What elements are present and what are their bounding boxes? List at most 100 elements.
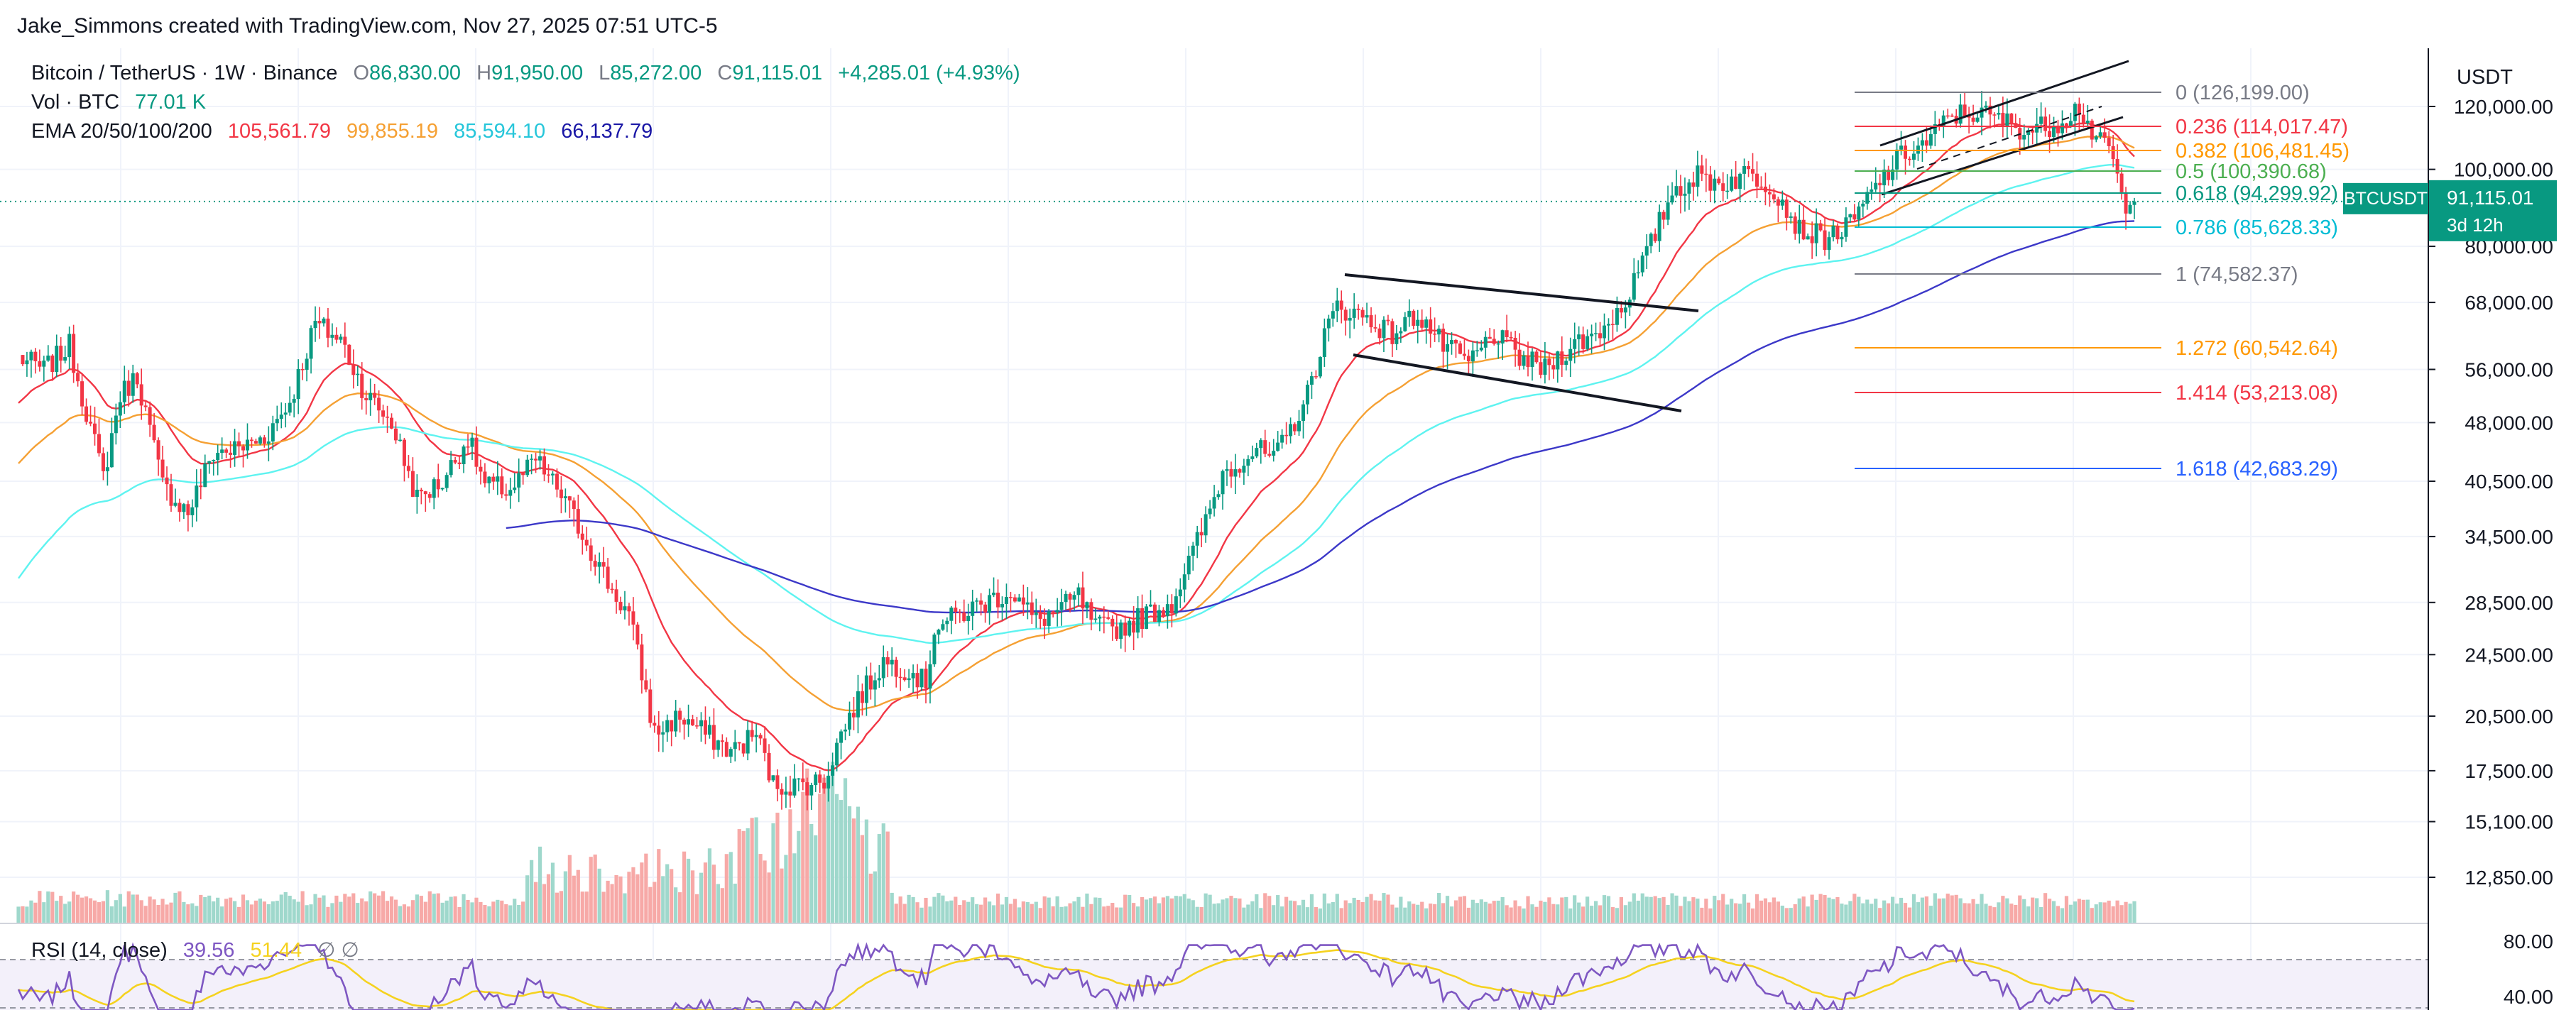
volume-bar (1483, 901, 1488, 923)
candle-body (1904, 146, 1908, 159)
candle-body (1742, 166, 1747, 174)
candle-body (1157, 610, 1161, 622)
volume-bar (1453, 900, 1458, 923)
volume-bar (1382, 893, 1386, 923)
rsi-pane (0, 942, 2428, 1010)
volume-bar (1556, 904, 1560, 923)
candle-body (38, 361, 42, 367)
candle-body (229, 452, 233, 455)
candle-body (593, 561, 597, 567)
candle-body (1679, 186, 1683, 196)
volume-label[interactable]: Vol · BTC (31, 91, 120, 114)
volume-bar (300, 891, 305, 923)
volume-bar (1916, 902, 1921, 923)
candle-body (750, 730, 754, 737)
volume-bar (1823, 894, 1827, 923)
candle-body (1399, 331, 1403, 334)
close-label: C (717, 62, 733, 84)
axis-tick-label: 12,850.00 (2465, 867, 2553, 889)
volume-bar (487, 906, 491, 923)
candle-body (1225, 468, 1229, 471)
fib-level-label: 0.786 (85,628.33) (2176, 216, 2338, 239)
candle-body (1466, 356, 1470, 362)
volume-bar (580, 891, 584, 923)
candle-body (1119, 622, 1123, 640)
candle-body (1242, 466, 1246, 473)
volume-bar (275, 901, 279, 923)
volume-bar (1870, 904, 1874, 923)
candle-body (258, 437, 262, 444)
candle-body (610, 588, 614, 591)
volume-bar (1093, 897, 1098, 923)
volume-bar (559, 891, 564, 923)
candle-body (614, 589, 618, 602)
low-value: 85,272.00 (610, 62, 702, 84)
volume-bar (1488, 904, 1492, 923)
volume-bar (682, 851, 687, 923)
volume-bar (902, 904, 907, 923)
volume-bar (1941, 898, 1945, 923)
volume-bar (775, 812, 780, 923)
candle-body (1301, 404, 1305, 422)
candle-body (635, 625, 640, 645)
volume-bar (1339, 908, 1343, 923)
volume-bar (2102, 902, 2107, 923)
volume-bar (1878, 908, 1882, 923)
candle-body (1377, 328, 1382, 339)
candle-body (653, 723, 657, 726)
candle-body (2005, 113, 2009, 127)
candle-body (1666, 202, 1670, 220)
change-value: +4,285.01 (+4.93%) (838, 62, 1020, 84)
candle-body (1522, 355, 1526, 366)
candle-body (203, 463, 207, 488)
candle-body (674, 710, 678, 732)
candle-body (457, 462, 462, 465)
volume-bar (987, 901, 992, 923)
volume-bar (1128, 894, 1132, 923)
volume-bar (814, 835, 818, 923)
candle-body (415, 489, 419, 497)
candle-body (1606, 324, 1610, 326)
candle-body (1403, 317, 1407, 331)
axis-tick-label: 68,000.00 (2465, 292, 2553, 314)
volume-bar (1429, 904, 1433, 923)
candle-body (771, 775, 775, 781)
volume-bar (67, 901, 72, 923)
candle-body (915, 673, 919, 688)
volume-bar (1887, 903, 1891, 923)
volume-bar (1013, 899, 1017, 923)
volume-bar (971, 897, 975, 923)
volume-bar (898, 896, 902, 923)
candle-body (249, 439, 253, 441)
candle-body (343, 336, 347, 345)
symbol-badge-label: BTCUSDT (2344, 189, 2428, 209)
candle-body (1382, 319, 1386, 339)
volume-bar (1827, 897, 1831, 923)
candle-body (1161, 610, 1165, 617)
candle-body (1997, 113, 2001, 115)
volume-bar (2022, 899, 2026, 923)
ema-label[interactable]: EMA 20/50/100/200 (31, 120, 212, 143)
volume-bar (1526, 896, 1530, 923)
rsi-axis-label: 80.00 (2504, 931, 2553, 953)
volume-bar (1305, 907, 1310, 923)
candle-body (449, 460, 453, 476)
volume-bar (1182, 894, 1186, 923)
candle-body (902, 677, 907, 681)
symbol-name[interactable]: Bitcoin / TetherUS · 1W · Binance (31, 62, 338, 84)
candle-body (143, 405, 148, 407)
volume-bar (347, 896, 351, 923)
volume-bar (1195, 906, 1199, 923)
fib-retracement[interactable]: 0 (126,199.00) 0.236 (114,017.47)0.382 (1… (1855, 82, 2349, 481)
candle-body (46, 355, 50, 361)
volume-bar (1280, 906, 1284, 923)
rsi-label[interactable]: RSI (14, close) (31, 939, 168, 962)
volume-bar (1734, 903, 1738, 923)
candle-body (1429, 319, 1433, 334)
price-axis[interactable]: USDT120,000.00100,000.0080,000.0068,000.… (2343, 48, 2576, 1010)
axis-currency: USDT (2457, 66, 2513, 89)
volume-bar (1047, 897, 1051, 923)
candle-body (1941, 115, 1945, 127)
